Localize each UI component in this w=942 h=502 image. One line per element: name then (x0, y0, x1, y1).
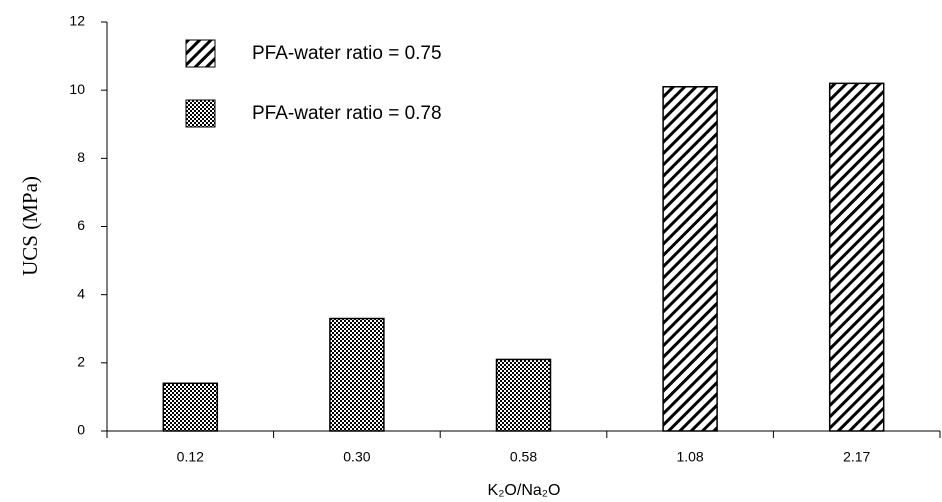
y-tick-label: 8 (77, 149, 85, 165)
y-tick-label: 0 (77, 422, 85, 438)
legend-label: PFA-water ratio = 0.78 (252, 103, 442, 124)
y-tick-label: 4 (77, 285, 85, 301)
bar (662, 86, 718, 432)
y-tick-label: 10 (69, 81, 85, 97)
legend-swatch (185, 99, 216, 128)
x-tick-label: 0.30 (343, 449, 370, 465)
bar (329, 317, 385, 432)
y-axis-label: UCS (MPa) (18, 176, 42, 276)
y-tick-label: 2 (77, 354, 85, 370)
x-tick-label: 1.08 (676, 449, 703, 465)
legend-label: PFA-water ratio = 0.75 (252, 43, 442, 64)
x-tick-label: 0.58 (510, 449, 537, 465)
x-tick-label: 2.17 (843, 449, 870, 465)
y-tick-label: 12 (69, 13, 85, 29)
bar (162, 382, 219, 432)
bar (828, 82, 885, 432)
y-tick-label: 6 (77, 217, 85, 233)
legend-swatch (185, 39, 216, 68)
x-axis-label: K₂O/Na₂O (488, 482, 561, 499)
bar (495, 358, 552, 432)
x-tick-label: 0.12 (177, 449, 204, 465)
